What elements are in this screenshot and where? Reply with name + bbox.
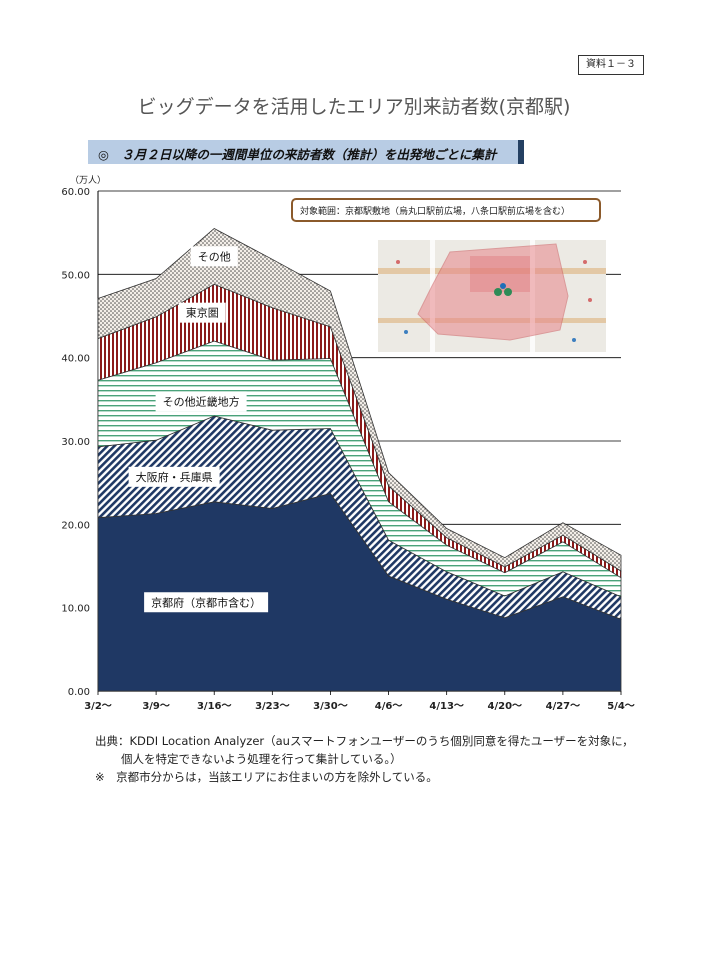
series-label: その他 xyxy=(198,250,231,263)
document-reference-badge: 資料１－３ xyxy=(578,55,644,75)
x-tick-label: 4/20～ xyxy=(488,701,523,712)
station-map-image xyxy=(378,240,606,352)
x-tick-label: 4/13～ xyxy=(429,701,464,712)
series-label-box xyxy=(144,592,269,613)
x-tick-label: 4/27～ xyxy=(546,701,581,712)
area-5 xyxy=(97,228,622,572)
section-heading-text: ◎ ３月２日以降の一週間単位の来訪者数（推計）を出発地ごとに集計 xyxy=(98,147,497,162)
x-tick-label: 3/23～ xyxy=(255,701,290,712)
inset-label-text: 対象範囲：京都駅敷地（烏丸口駅前広場，八条口駅前広場を含む） xyxy=(300,205,570,217)
inset-map: 対象範囲：京都駅敷地（烏丸口駅前広場，八条口駅前広場を含む） xyxy=(291,198,606,352)
source-note-line1: 出典：KDDI Location Analyzer（auスマートフォンユーザーの… xyxy=(95,734,634,748)
x-axis-ticks: 3/2～ 3/9～ 3/16～ 3/23～ 3/30～ 4/6～ 4/13～ 4/20～ 4/2… xyxy=(84,691,635,712)
y-tick-label: 30.00 xyxy=(61,437,90,448)
x-tick-label: 3/9～ xyxy=(142,701,170,712)
y-axis-label: （万人） xyxy=(70,175,106,186)
page-title: ビッグデータを活用したエリア別来訪者数(京都駅) xyxy=(137,96,571,118)
y-tick-label: 20.00 xyxy=(61,520,90,531)
source-note-line2: 個人を特定できないよう処理を行って集計している。） xyxy=(121,752,402,766)
series-label-box xyxy=(128,466,220,487)
y-tick-label: 0.00 xyxy=(68,687,90,698)
y-axis-ticks: 0.00 10.00 20.00 30.00 40.00 50.00 60.00 xyxy=(61,187,90,698)
series-label: 東京圏 xyxy=(186,306,219,320)
inset-label-box xyxy=(291,198,601,222)
series-label-box xyxy=(190,246,238,267)
y-tick-label: 10.00 xyxy=(61,604,90,615)
series-label: その他近畿地方 xyxy=(163,394,240,408)
y-tick-label: 40.00 xyxy=(61,354,90,365)
x-tick-label: 3/2～ xyxy=(84,701,112,712)
exclusion-note: ※ 京都市分からは，当該エリアにお住まいの方を除外している。 xyxy=(95,770,438,784)
series-label: 京都府（京都市含む） xyxy=(151,595,261,609)
x-tick-label: 5/4～ xyxy=(607,701,635,712)
x-tick-label: 3/16～ xyxy=(197,701,232,712)
footnotes: 出典：KDDI Location Analyzer（auスマートフォンユーザーの… xyxy=(95,732,634,786)
series-label: 大阪府・兵庫県 xyxy=(136,470,213,484)
section-heading-bar: ◎ ３月２日以降の一週間単位の来訪者数（推計）を出発地ごとに集計 xyxy=(88,140,524,164)
series-label-box xyxy=(155,391,247,412)
x-tick-label: 3/30～ xyxy=(313,701,348,712)
series-label-box xyxy=(178,302,226,323)
x-tick-label: 4/6～ xyxy=(375,701,403,712)
y-tick-label: 60.00 xyxy=(61,187,90,198)
y-tick-label: 50.00 xyxy=(61,270,90,281)
